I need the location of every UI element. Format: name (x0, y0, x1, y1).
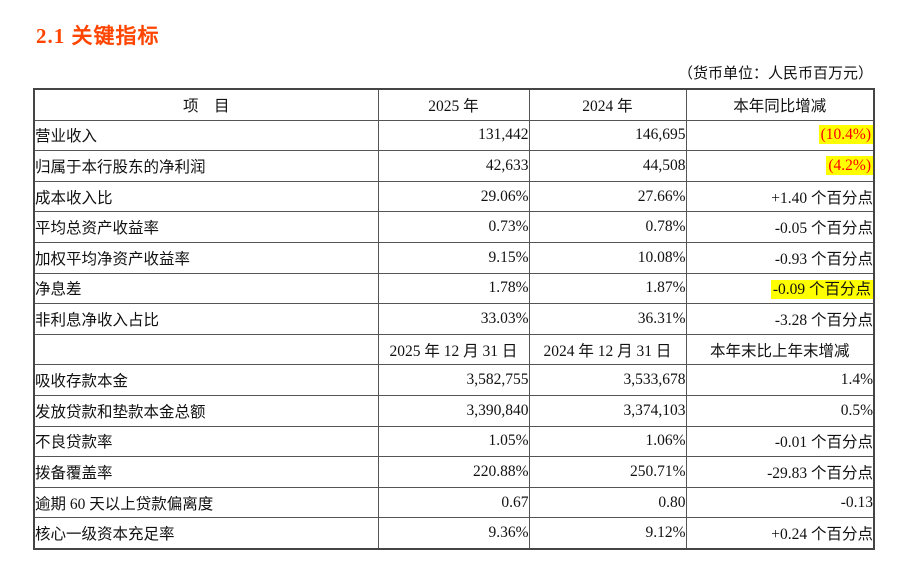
header-cell: 本年同比增减 (685, 88, 875, 121)
indicator-name-cell: 拨备覆盖率 (33, 456, 379, 488)
value-2025-cell: 29.06% (377, 180, 530, 213)
change-cell: -0.01 个百分点 (685, 425, 875, 458)
indicator-name-cell: 逾期 60 天以上贷款偏离度 (33, 486, 379, 519)
change-cell: -29.83 个百分点 (685, 456, 875, 488)
indicator-name-cell: 吸收存款本金 (33, 364, 379, 396)
indicator-name-cell: 营业收入 (33, 119, 379, 152)
indicator-name-cell: 加权平均净资产收益率 (33, 241, 379, 274)
table-row: 发放贷款和垫款本金总额 3,390,840 3,374,103 0.5% (33, 394, 875, 427)
value-2025-cell: 1.05% (377, 425, 530, 458)
header-cell: 2025 年 12 月 31 日 (377, 333, 530, 366)
value-2024-cell: 27.66% (528, 180, 687, 213)
header-cell (33, 333, 379, 366)
change-cell: +0.24 个百分点 (685, 517, 875, 550)
value-2025-cell: 1.78% (377, 272, 530, 305)
indicator-name-cell: 成本收入比 (33, 180, 379, 213)
value-2025-cell: 220.88% (377, 456, 530, 488)
value-2024-cell: 250.71% (528, 456, 687, 488)
table-row: 核心一级资本充足率 9.36% 9.12% +0.24 个百分点 (33, 517, 875, 550)
highlighted-value: (4.2%) (826, 155, 873, 175)
value-2025-cell: 33.03% (377, 303, 530, 335)
indicator-name-cell: 非利息净收入占比 (33, 303, 379, 335)
change-cell: -0.09 个百分点 (685, 272, 875, 305)
table-row: 拨备覆盖率 220.88% 250.71% -29.83 个百分点 (33, 456, 875, 488)
table-row: 吸收存款本金 3,582,755 3,533,678 1.4% (33, 364, 875, 396)
currency-unit-note: （货币单位：人民币百万元） (677, 66, 873, 82)
highlighted-value: -0.09 个百分点 (770, 280, 873, 300)
change-cell: 1.4% (685, 364, 875, 396)
key-indicators-table-body: 项 目 2025 年 2024 年本年同比增减 营业收入 131,442 146,695(… (33, 88, 875, 550)
value-2025-cell: 9.15% (377, 241, 530, 274)
change-cell: (10.4%) (685, 119, 875, 152)
value-2025-cell: 0.67 (377, 486, 530, 519)
value-2024-cell: 3,374,103 (528, 394, 687, 427)
header-cell: 2024 年 (528, 88, 687, 121)
header-cell: 项 目 (33, 88, 379, 121)
table-row: 加权平均净资产收益率 9.15% 10.08% -0.93 个百分点 (33, 241, 875, 274)
value-2025-cell: 0.73% (377, 211, 530, 243)
change-cell: -3.28 个百分点 (685, 303, 875, 335)
change-cell: -0.05 个百分点 (685, 211, 875, 243)
table-header-row: 2025 年 12 月 31 日 2024 年 12 月 31 日本年末比上年末增… (33, 333, 875, 366)
indicator-name-cell: 不良贷款率 (33, 425, 379, 458)
table-row: 不良贷款率 1.05% 1.06% -0.01 个百分点 (33, 425, 875, 458)
value-2024-cell: 3,533,678 (528, 364, 687, 396)
value-2024-cell: 44,508 (528, 150, 687, 182)
value-2025-cell: 131,442 (377, 119, 530, 152)
table-row: 平均总资产收益率 0.73% 0.78% -0.05 个百分点 (33, 211, 875, 243)
indicator-name-cell: 平均总资产收益率 (33, 211, 379, 243)
indicator-name-cell: 归属于本行股东的净利润 (33, 150, 379, 182)
value-2025-cell: 9.36% (377, 517, 530, 550)
value-2024-cell: 0.78% (528, 211, 687, 243)
value-2024-cell: 9.12% (528, 517, 687, 550)
indicator-name-cell: 净息差 (33, 272, 379, 305)
section-title: 2.1 关键指标 (36, 24, 160, 48)
value-2025-cell: 3,390,840 (377, 394, 530, 427)
table-row: 成本收入比 29.06% 27.66% +1.40 个百分点 (33, 180, 875, 213)
header-cell: 本年末比上年末增减 (685, 333, 875, 366)
value-2025-cell: 3,582,755 (377, 364, 530, 396)
change-cell: -0.93 个百分点 (685, 241, 875, 274)
change-cell: 0.5% (685, 394, 875, 427)
header-cell: 2025 年 (377, 88, 530, 121)
header-cell: 2024 年 12 月 31 日 (528, 333, 687, 366)
table-header-row: 项 目 2025 年 2024 年本年同比增减 (33, 88, 875, 121)
highlighted-value: (10.4%) (818, 125, 873, 145)
change-cell: +1.40 个百分点 (685, 180, 875, 213)
value-2024-cell: 146,695 (528, 119, 687, 152)
table-row: 非利息净收入占比 33.03% 36.31% -3.28 个百分点 (33, 303, 875, 335)
table-row: 净息差 1.78% 1.87% -0.09 个百分点 (33, 272, 875, 305)
value-2025-cell: 42,633 (377, 150, 530, 182)
change-cell: (4.2%) (685, 150, 875, 182)
value-2024-cell: 36.31% (528, 303, 687, 335)
table-row: 归属于本行股东的净利润 42,633 44,508 (4.2%) (33, 150, 875, 182)
value-2024-cell: 0.80 (528, 486, 687, 519)
key-indicators-table: 项 目 2025 年 2024 年本年同比增减 营业收入 131,442 146,695(… (33, 88, 875, 550)
value-2024-cell: 1.06% (528, 425, 687, 458)
table-row: 逾期 60 天以上贷款偏离度 0.67 0.80 -0.13 (33, 486, 875, 519)
table-row: 营业收入 131,442 146,695 (10.4%) (33, 119, 875, 152)
value-2024-cell: 10.08% (528, 241, 687, 274)
indicator-name-cell: 发放贷款和垫款本金总额 (33, 394, 379, 427)
change-cell: -0.13 (685, 486, 875, 519)
value-2024-cell: 1.87% (528, 272, 687, 305)
indicator-name-cell: 核心一级资本充足率 (33, 517, 379, 550)
